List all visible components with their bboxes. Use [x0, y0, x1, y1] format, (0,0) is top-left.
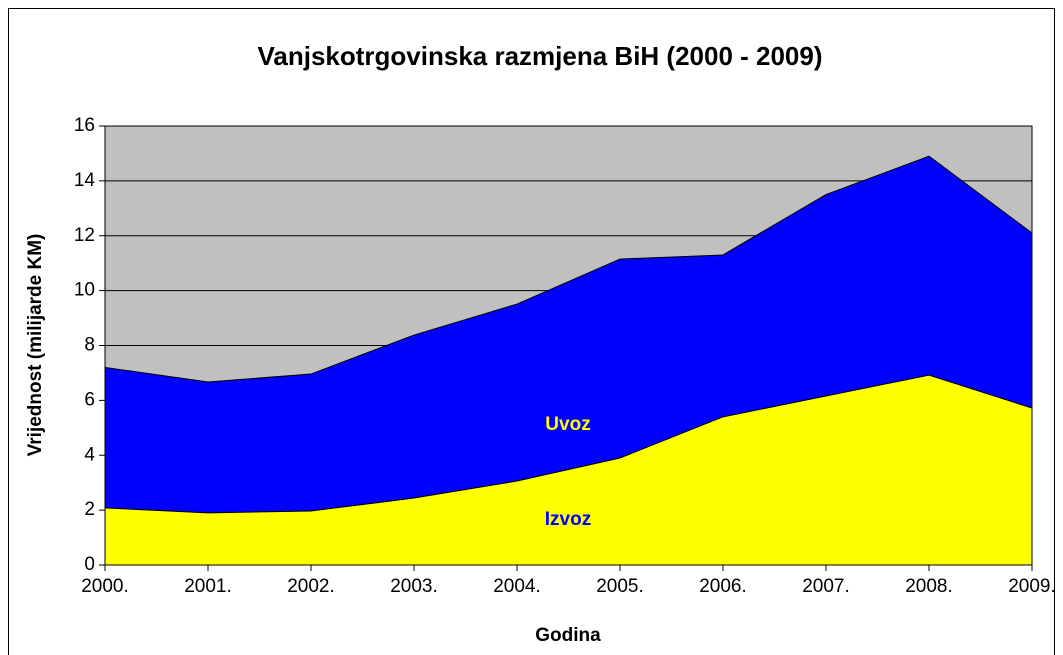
- y-tick-label: 4: [84, 444, 95, 465]
- y-tick-label: 12: [74, 225, 95, 246]
- x-tick-label: 2003.: [390, 576, 438, 597]
- x-tick-label: 2000.: [81, 576, 129, 597]
- y-axis-label: Vrijednost (milijarde KM): [25, 234, 46, 457]
- x-tick-label: 2008.: [905, 576, 953, 597]
- x-tick-label: 2001.: [184, 576, 232, 597]
- y-tick-label: 0: [84, 554, 95, 575]
- x-tick-label: 2007.: [802, 576, 850, 597]
- x-tick-label: 2006.: [699, 576, 747, 597]
- x-tick-label: 2005.: [596, 576, 644, 597]
- x-tick-label: 2004.: [493, 576, 541, 597]
- x-axis-label: Godina: [535, 625, 601, 646]
- y-tick-label: 14: [74, 170, 96, 191]
- chart-title: Vanjskotrgovinska razmjena BiH (2000 - 2…: [257, 41, 822, 71]
- y-tick-label: 6: [84, 389, 95, 410]
- x-tick-label: 2009.: [1008, 576, 1056, 597]
- y-tick-label: 2: [84, 499, 95, 520]
- series-label: Izvoz: [545, 509, 591, 530]
- series-label: Uvoz: [545, 414, 590, 435]
- x-tick-label: 2002.: [287, 576, 335, 597]
- y-tick-label: 8: [84, 335, 95, 356]
- y-tick-label: 16: [74, 115, 95, 136]
- y-tick-label: 10: [74, 280, 95, 301]
